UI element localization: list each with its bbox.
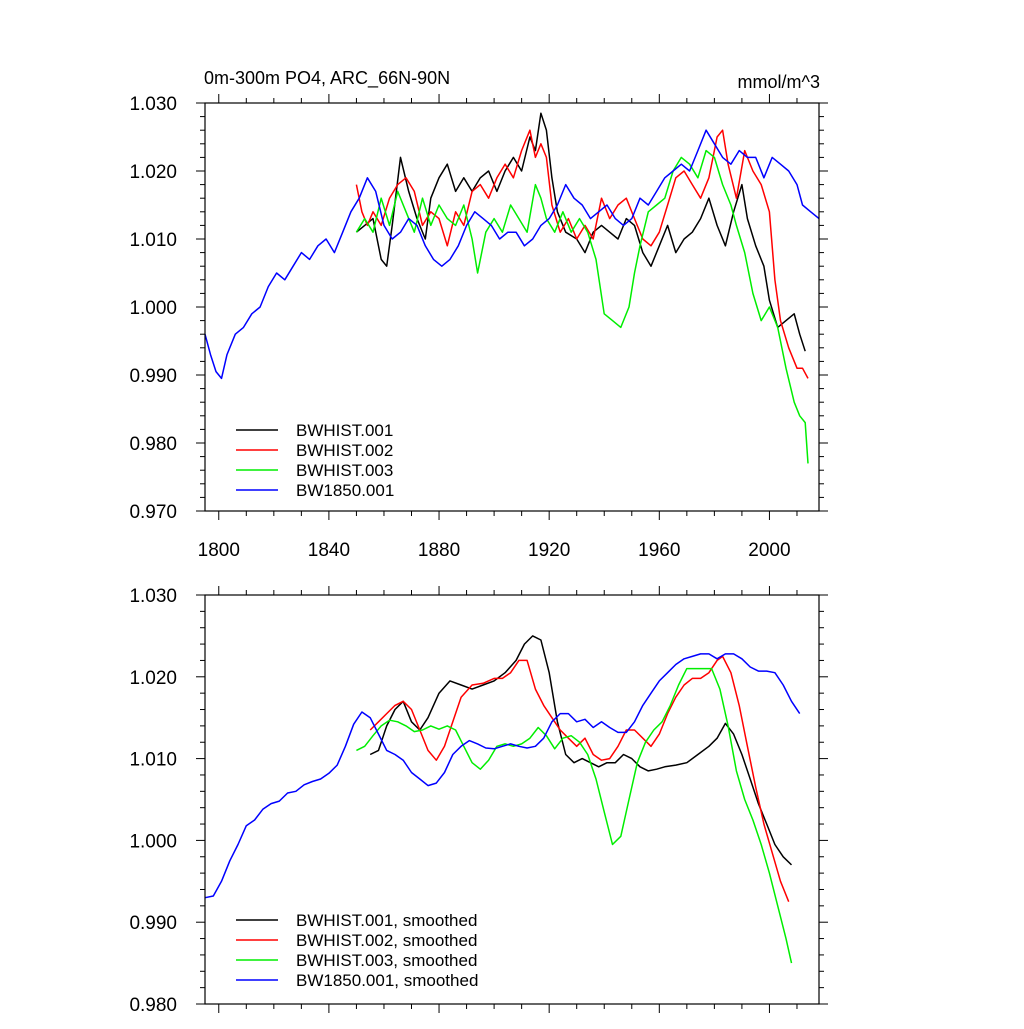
x-tick-label: 1880 [418, 540, 460, 561]
bottom-panel-frame [204, 594, 820, 1005]
y-tick-label: 1.000 [129, 298, 177, 319]
series-line-4 [204, 653, 801, 899]
x-tick-label: 1840 [308, 540, 350, 561]
legend-label-2: BWHIST.002 [296, 441, 393, 460]
legend-label-1: BWHIST.001, smoothed [296, 911, 477, 930]
y-tick-label: 0.980 [129, 434, 177, 455]
y-tick-label: 1.000 [129, 831, 177, 852]
bottom-panel: 0.980 0.990 1.000 1.010 1.020 1.030 BWHIST.00… [129, 586, 828, 1016]
series-line-2 [369, 655, 790, 902]
y-tick-label: 1.010 [129, 750, 177, 771]
y-tick-label: 1.030 [129, 586, 177, 607]
legend-label-3: BWHIST.003 [296, 461, 393, 480]
top-panel-x-tick-labels: 1800 1840 1880 1920 1960 2000 [198, 540, 791, 561]
series-line-3 [356, 667, 793, 964]
series-line-2 [355, 129, 809, 379]
y-tick-label: 0.990 [129, 913, 177, 934]
legend-label-4: BW1850.001 [296, 481, 394, 500]
top-panel-frame [204, 102, 820, 512]
y-tick-label: 1.030 [129, 94, 177, 115]
legend-label-3: BWHIST.003, smoothed [296, 951, 477, 970]
bottom-panel-y-tick-labels: 0.980 0.990 1.000 1.010 1.020 1.030 [129, 586, 177, 1016]
top-panel-ticks [196, 94, 828, 520]
y-tick-label: 0.970 [129, 502, 177, 523]
y-tick-label: 1.020 [129, 668, 177, 689]
x-tick-label: 1960 [638, 540, 680, 561]
x-tick-label: 1920 [528, 540, 570, 561]
bottom-panel-ticks [196, 586, 828, 1013]
series-line-4 [204, 129, 820, 380]
y-tick-label: 0.990 [129, 366, 177, 387]
legend-label-4: BW1850.001, smoothed [296, 971, 478, 990]
y-tick-label: 1.010 [129, 230, 177, 251]
top-panel-title-right: mmol/m^3 [738, 72, 820, 92]
legend-label-2: BWHIST.002, smoothed [296, 931, 477, 950]
y-tick-label: 0.980 [129, 995, 177, 1016]
top-panel-series-lines [204, 112, 820, 464]
top-panel-title-left: 0m-300m PO4, ARC_66N-90N [204, 68, 450, 89]
bottom-panel-series-lines [204, 635, 801, 964]
legend-label-1: BWHIST.001 [296, 421, 393, 440]
top-panel-y-tick-labels: 0.970 0.980 0.990 1.000 1.010 1.020 1.030 [129, 94, 177, 523]
series-line-1 [369, 635, 793, 866]
x-tick-label: 2000 [748, 540, 790, 561]
top-panel: 0m-300m PO4, ARC_66N-90N mmol/m^3 1800 18… [129, 68, 828, 561]
x-tick-label: 1800 [198, 540, 240, 561]
series-line-3 [355, 149, 809, 464]
y-tick-label: 1.020 [129, 162, 177, 183]
